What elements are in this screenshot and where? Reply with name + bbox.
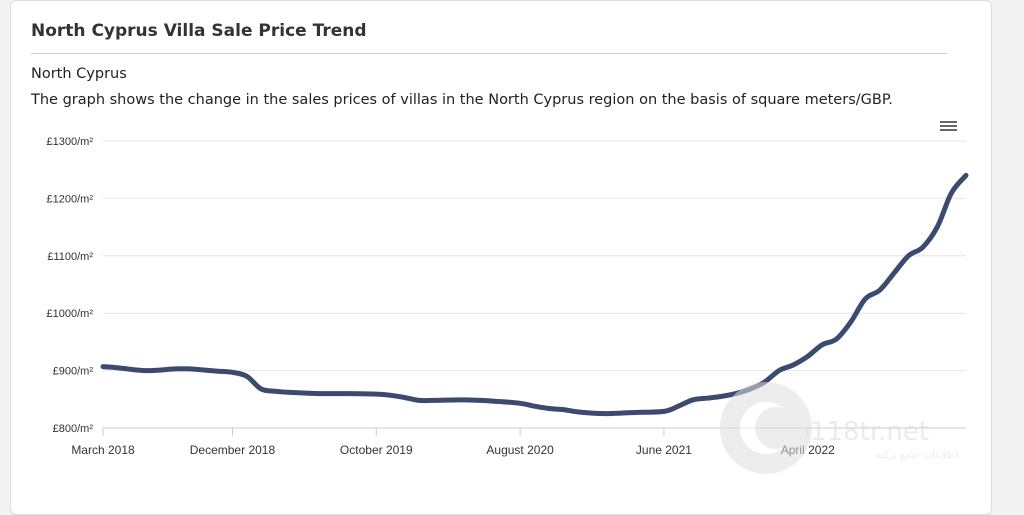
chart-card: North Cyprus Villa Sale Price Trend Nort… [10, 0, 992, 515]
x-tick-label: October 2019 [340, 443, 413, 457]
watermark-subtext: اطلاعات جامع ترکیه [875, 450, 958, 461]
y-tick-label: £1300/m² [47, 136, 94, 148]
x-axis-labels: March 2018 December 2018 October 2019 Augus… [71, 428, 835, 457]
y-axis-labels: £800/m² £900/m² £1000/m² £1100/m² £1200/m² £1… [47, 136, 94, 435]
card-title: North Cyprus Villa Sale Price Trend [31, 21, 367, 41]
y-tick-label: £1200/m² [47, 193, 94, 205]
grid-lines [103, 140, 966, 429]
watermark: 118tr.net اطلاعات جامع ترکیه [720, 382, 958, 474]
x-tick-label: December 2018 [190, 443, 276, 457]
hamburger-menu-icon[interactable] [938, 118, 960, 134]
x-tick-label: June 2021 [636, 443, 692, 457]
chart-description: The graph shows the change in the sales … [31, 92, 893, 108]
region-subtitle: North Cyprus [31, 66, 127, 82]
title-divider [31, 53, 947, 54]
y-tick-label: £1000/m² [47, 308, 94, 320]
x-tick-label: March 2018 [71, 443, 135, 457]
y-tick-label: £800/m² [53, 423, 94, 435]
y-tick-label: £1100/m² [47, 251, 93, 263]
watermark-text: 118tr.net [810, 417, 929, 447]
series-line [100, 172, 969, 417]
x-tick-label: August 2020 [486, 443, 554, 457]
series-layer [100, 172, 969, 417]
y-tick-label: £900/m² [53, 366, 94, 378]
